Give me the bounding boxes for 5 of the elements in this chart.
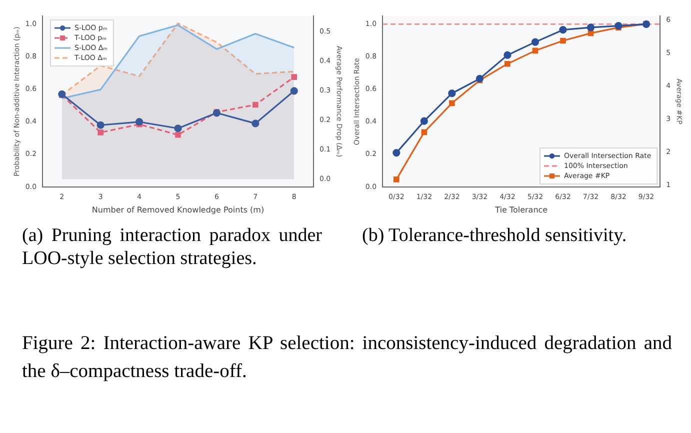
caption: Figure 2: Interaction-aware KP selection: inconsistency-induced degradation and the δ–compactness trade-off. (22, 332, 672, 384)
text: (a) Pruning interaction paradox under LOO-style selection strategies. (22, 224, 322, 270)
x-axis-title: Tie Tolerance (494, 205, 548, 214)
x-axis-title: Number of Removed Knowledge Points (m) (92, 205, 264, 214)
text: (b) Tolerance-threshold sensitivity. (362, 224, 628, 247)
